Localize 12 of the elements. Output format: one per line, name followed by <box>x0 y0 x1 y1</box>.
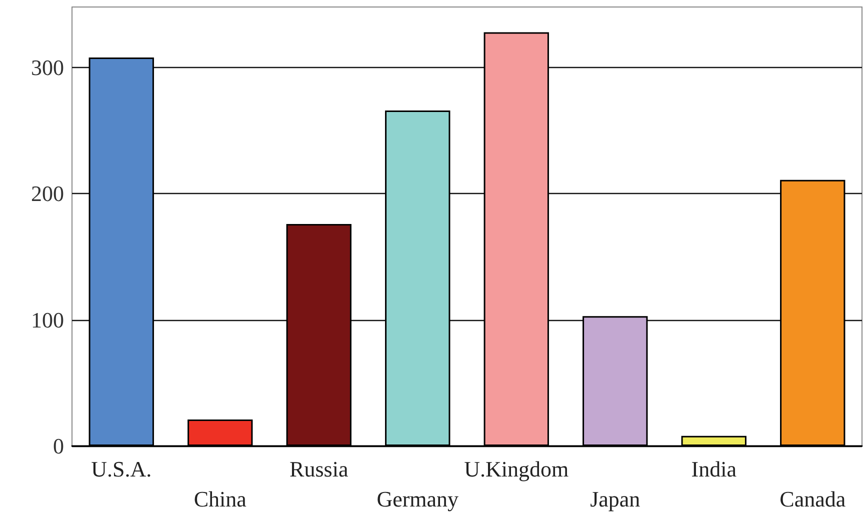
x-tick-label: Germany <box>376 486 459 512</box>
x-tick-label: Russia <box>290 456 348 482</box>
x-tick-label: India <box>691 456 737 482</box>
y-tick-label: 200 <box>31 181 64 206</box>
x-tick-label: Canada <box>780 486 846 512</box>
y-tick-label: 100 <box>31 307 64 332</box>
x-tick-label: Japan <box>590 486 640 512</box>
x-tick-label: U.S.A. <box>91 456 152 482</box>
y-tick-label: 0 <box>53 434 64 458</box>
x-tick-label: China <box>194 486 247 512</box>
x-tick-label: U.Kingdom <box>464 456 569 482</box>
y-tick-label: 300 <box>31 55 64 80</box>
